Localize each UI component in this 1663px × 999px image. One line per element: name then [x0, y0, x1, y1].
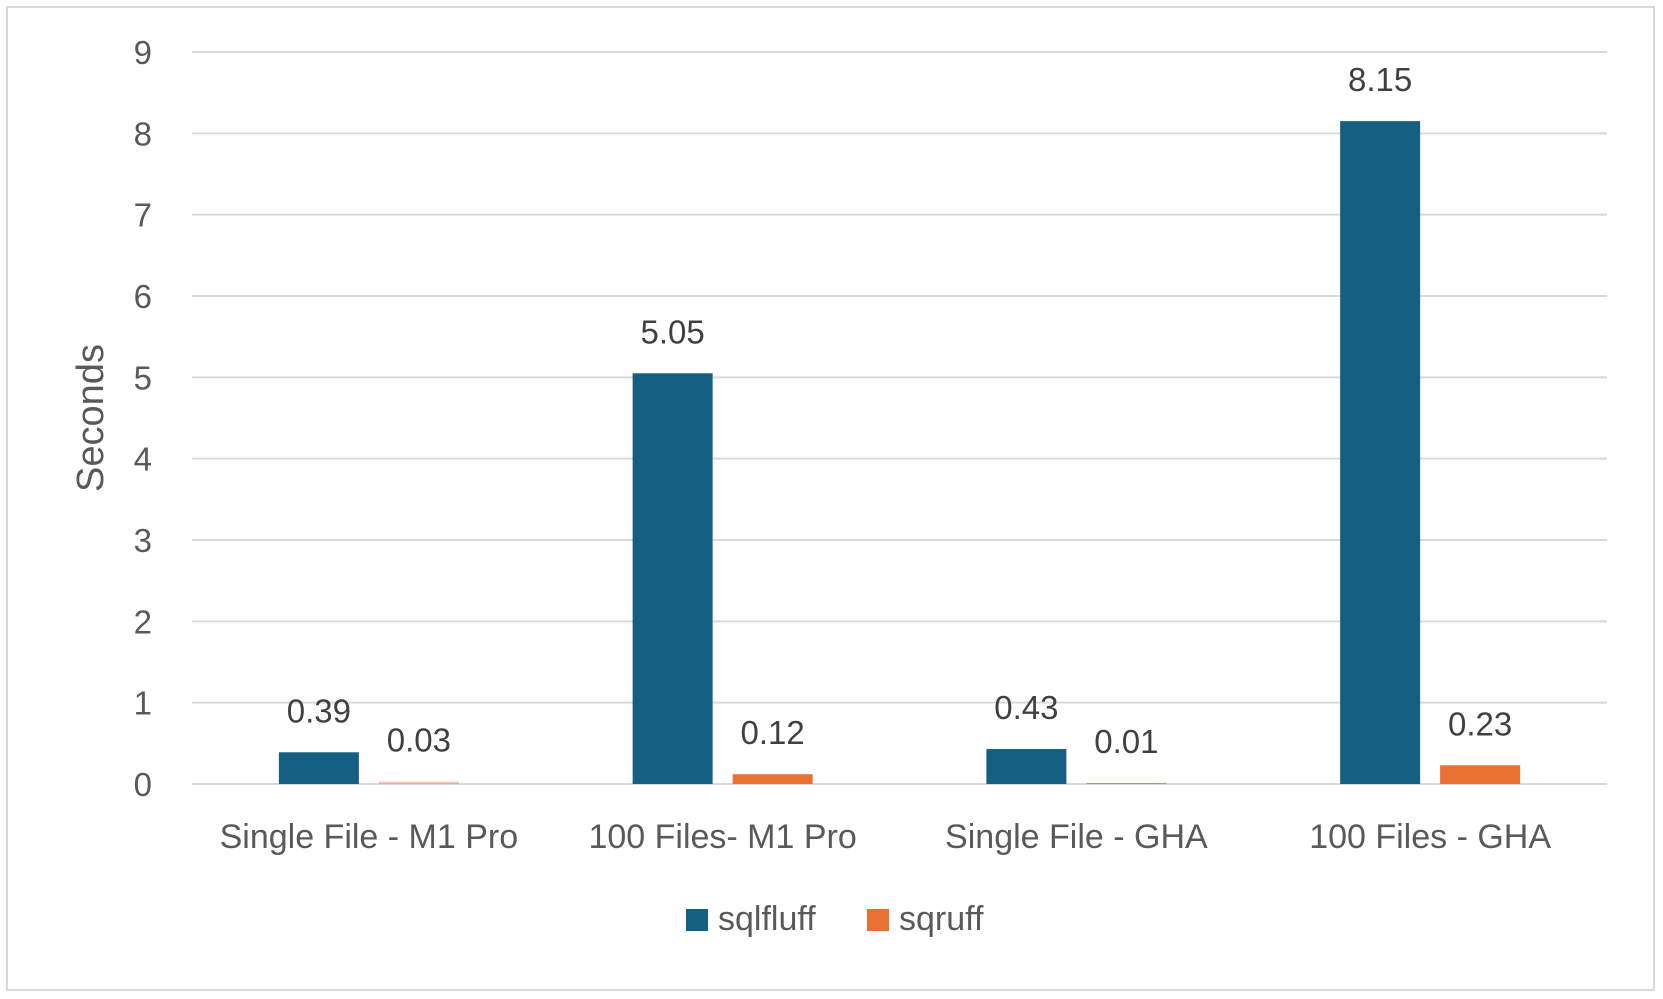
bar-sqlfluff-0: [278, 752, 359, 784]
data-label-sqlfluff-2: 0.43: [994, 689, 1058, 726]
legend: sqlfluff sqruff: [686, 900, 984, 938]
bar-sqlfluff-3: [1340, 121, 1421, 785]
data-label-sqruff-0: 0.03: [387, 722, 451, 759]
y-tick-label: 9: [134, 34, 152, 71]
data-label-sqlfluff-3: 8.15: [1348, 61, 1412, 98]
data-label-sqlfluff-1: 5.05: [641, 313, 705, 350]
y-tick-label: 5: [134, 359, 152, 396]
y-axis: 0 1 2 3 4 5 6 7 8 9: [134, 34, 1607, 803]
legend-swatch-sqlfluff: [686, 909, 708, 931]
data-labels: 0.39 0.03 5.05 0.12 0.43 0.01 8.15 0.23: [287, 61, 1512, 760]
y-tick-label: 2: [134, 603, 152, 640]
data-label-sqruff-1: 0.12: [741, 714, 805, 751]
legend-swatch-sqruff: [867, 909, 889, 931]
y-tick-label: 0: [134, 766, 152, 803]
x-category-label: 100 Files - GHA: [1309, 818, 1551, 856]
x-category-label: Single File - GHA: [945, 818, 1208, 856]
legend-label-sqlfluff: sqlfluff: [718, 900, 816, 938]
data-label-sqruff-3: 0.23: [1448, 705, 1512, 742]
x-axis: Single File - M1 Pro 100 Files- M1 Pro Sin…: [220, 818, 1552, 856]
bar-sqruff-1: [732, 774, 813, 784]
x-category-label: 100 Files- M1 Pro: [588, 818, 856, 856]
bar-sqruff-2: [1086, 783, 1167, 784]
y-tick-label: 1: [134, 685, 152, 722]
y-tick-label: 6: [134, 278, 152, 315]
y-axis-title: Seconds: [70, 344, 112, 492]
legend-label-sqruff: sqruff: [899, 900, 984, 938]
y-tick-label: 8: [134, 115, 152, 152]
y-tick-label: 3: [134, 522, 152, 559]
bar-sqlfluff-2: [986, 749, 1067, 784]
bar-sqlfluff-1: [632, 373, 713, 784]
data-label-sqruff-2: 0.01: [1094, 723, 1158, 760]
x-category-label: Single File - M1 Pro: [220, 818, 519, 856]
data-label-sqlfluff-0: 0.39: [287, 692, 351, 729]
y-tick-label: 4: [134, 441, 152, 478]
y-tick-label: 7: [134, 197, 152, 234]
bar-sqruff-0: [378, 781, 459, 784]
bar-sqruff-3: [1440, 765, 1521, 784]
bars: [278, 121, 1521, 785]
